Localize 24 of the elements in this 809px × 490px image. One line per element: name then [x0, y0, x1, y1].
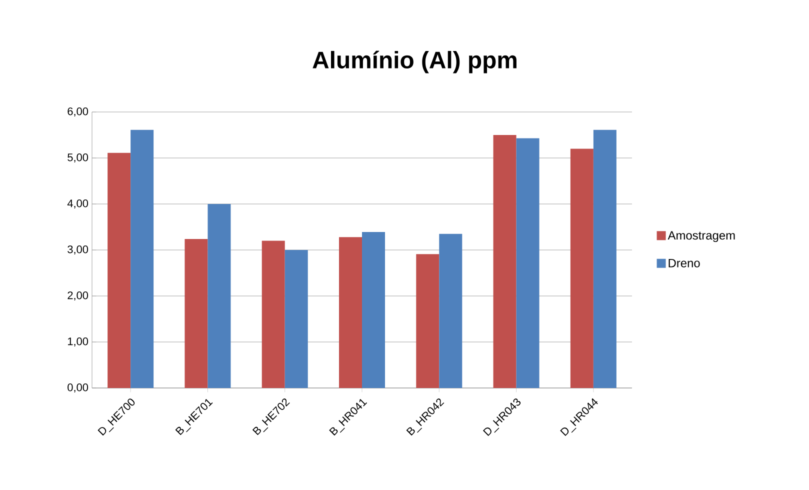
bar — [516, 138, 540, 388]
bar — [130, 130, 154, 388]
y-tick-label: 5,00 — [68, 153, 88, 163]
legend-label: Dreno — [668, 258, 700, 268]
bar — [570, 148, 594, 388]
bar — [284, 250, 308, 388]
y-tick-label: 6,00 — [68, 107, 88, 117]
bar — [108, 152, 131, 388]
y-tick-label: 2,00 — [68, 291, 88, 301]
bar — [493, 134, 516, 388]
bar — [439, 234, 462, 388]
bar — [262, 240, 285, 388]
y-tick-label: 3,00 — [68, 245, 88, 255]
bar — [362, 232, 386, 388]
y-tick-label: 1,00 — [68, 337, 88, 347]
bar — [208, 204, 231, 388]
bar — [339, 237, 362, 388]
legend-label: Amostragem — [668, 231, 735, 242]
bar — [416, 254, 440, 388]
y-tick-label: 4,00 — [67, 199, 88, 209]
bar — [593, 130, 616, 388]
chart-title: Alumínio (Al) ppm — [312, 50, 516, 74]
bar — [184, 238, 208, 388]
y-tick-label: 0,00 — [68, 383, 88, 393]
